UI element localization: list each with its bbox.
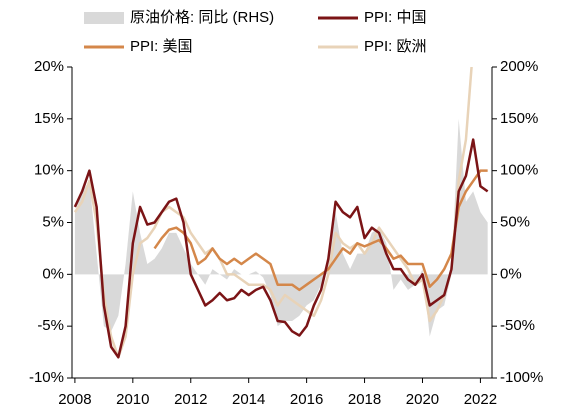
- y-tick-label: -10%: [29, 369, 64, 386]
- x-tick-label: 2008: [58, 391, 91, 408]
- legend-label: PPI: 欧洲: [364, 38, 427, 55]
- y-tick-label: 0%: [42, 265, 64, 282]
- legend-label: 原油价格: 同比 (RHS): [130, 9, 274, 26]
- oil-area: [74, 118, 488, 337]
- legend-label: PPI: 中国: [364, 9, 427, 26]
- y2-tick-label: 100%: [500, 162, 538, 179]
- y2-tick-label: -100%: [500, 369, 543, 386]
- legend-label: PPI: 美国: [130, 38, 193, 55]
- legend-swatch: [84, 12, 124, 24]
- series-line: [153, 169, 488, 292]
- y2-tick-label: 50%: [500, 213, 530, 230]
- y-tick-label: 20%: [34, 58, 64, 75]
- y2-tick-label: 150%: [500, 110, 538, 127]
- y-tick-label: -5%: [37, 317, 64, 334]
- series-line: [73, 138, 489, 359]
- series-line: [73, 67, 473, 359]
- x-tick-label: 2010: [116, 391, 149, 408]
- plot-area: [73, 67, 489, 359]
- x-tick-label: 2016: [290, 391, 323, 408]
- x-tick-label: 2018: [348, 391, 381, 408]
- x-tick-label: 2022: [464, 391, 497, 408]
- y-tick-label: 10%: [34, 162, 64, 179]
- y2-tick-label: 0%: [500, 265, 522, 282]
- x-tick-label: 2020: [406, 391, 439, 408]
- x-tick-label: 2014: [232, 391, 265, 408]
- y2-tick-label: -50%: [500, 317, 535, 334]
- y-tick-label: 15%: [34, 110, 64, 127]
- x-tick-label: 2012: [174, 391, 207, 408]
- y2-tick-label: 200%: [500, 58, 538, 75]
- y-tick-label: 5%: [42, 213, 64, 230]
